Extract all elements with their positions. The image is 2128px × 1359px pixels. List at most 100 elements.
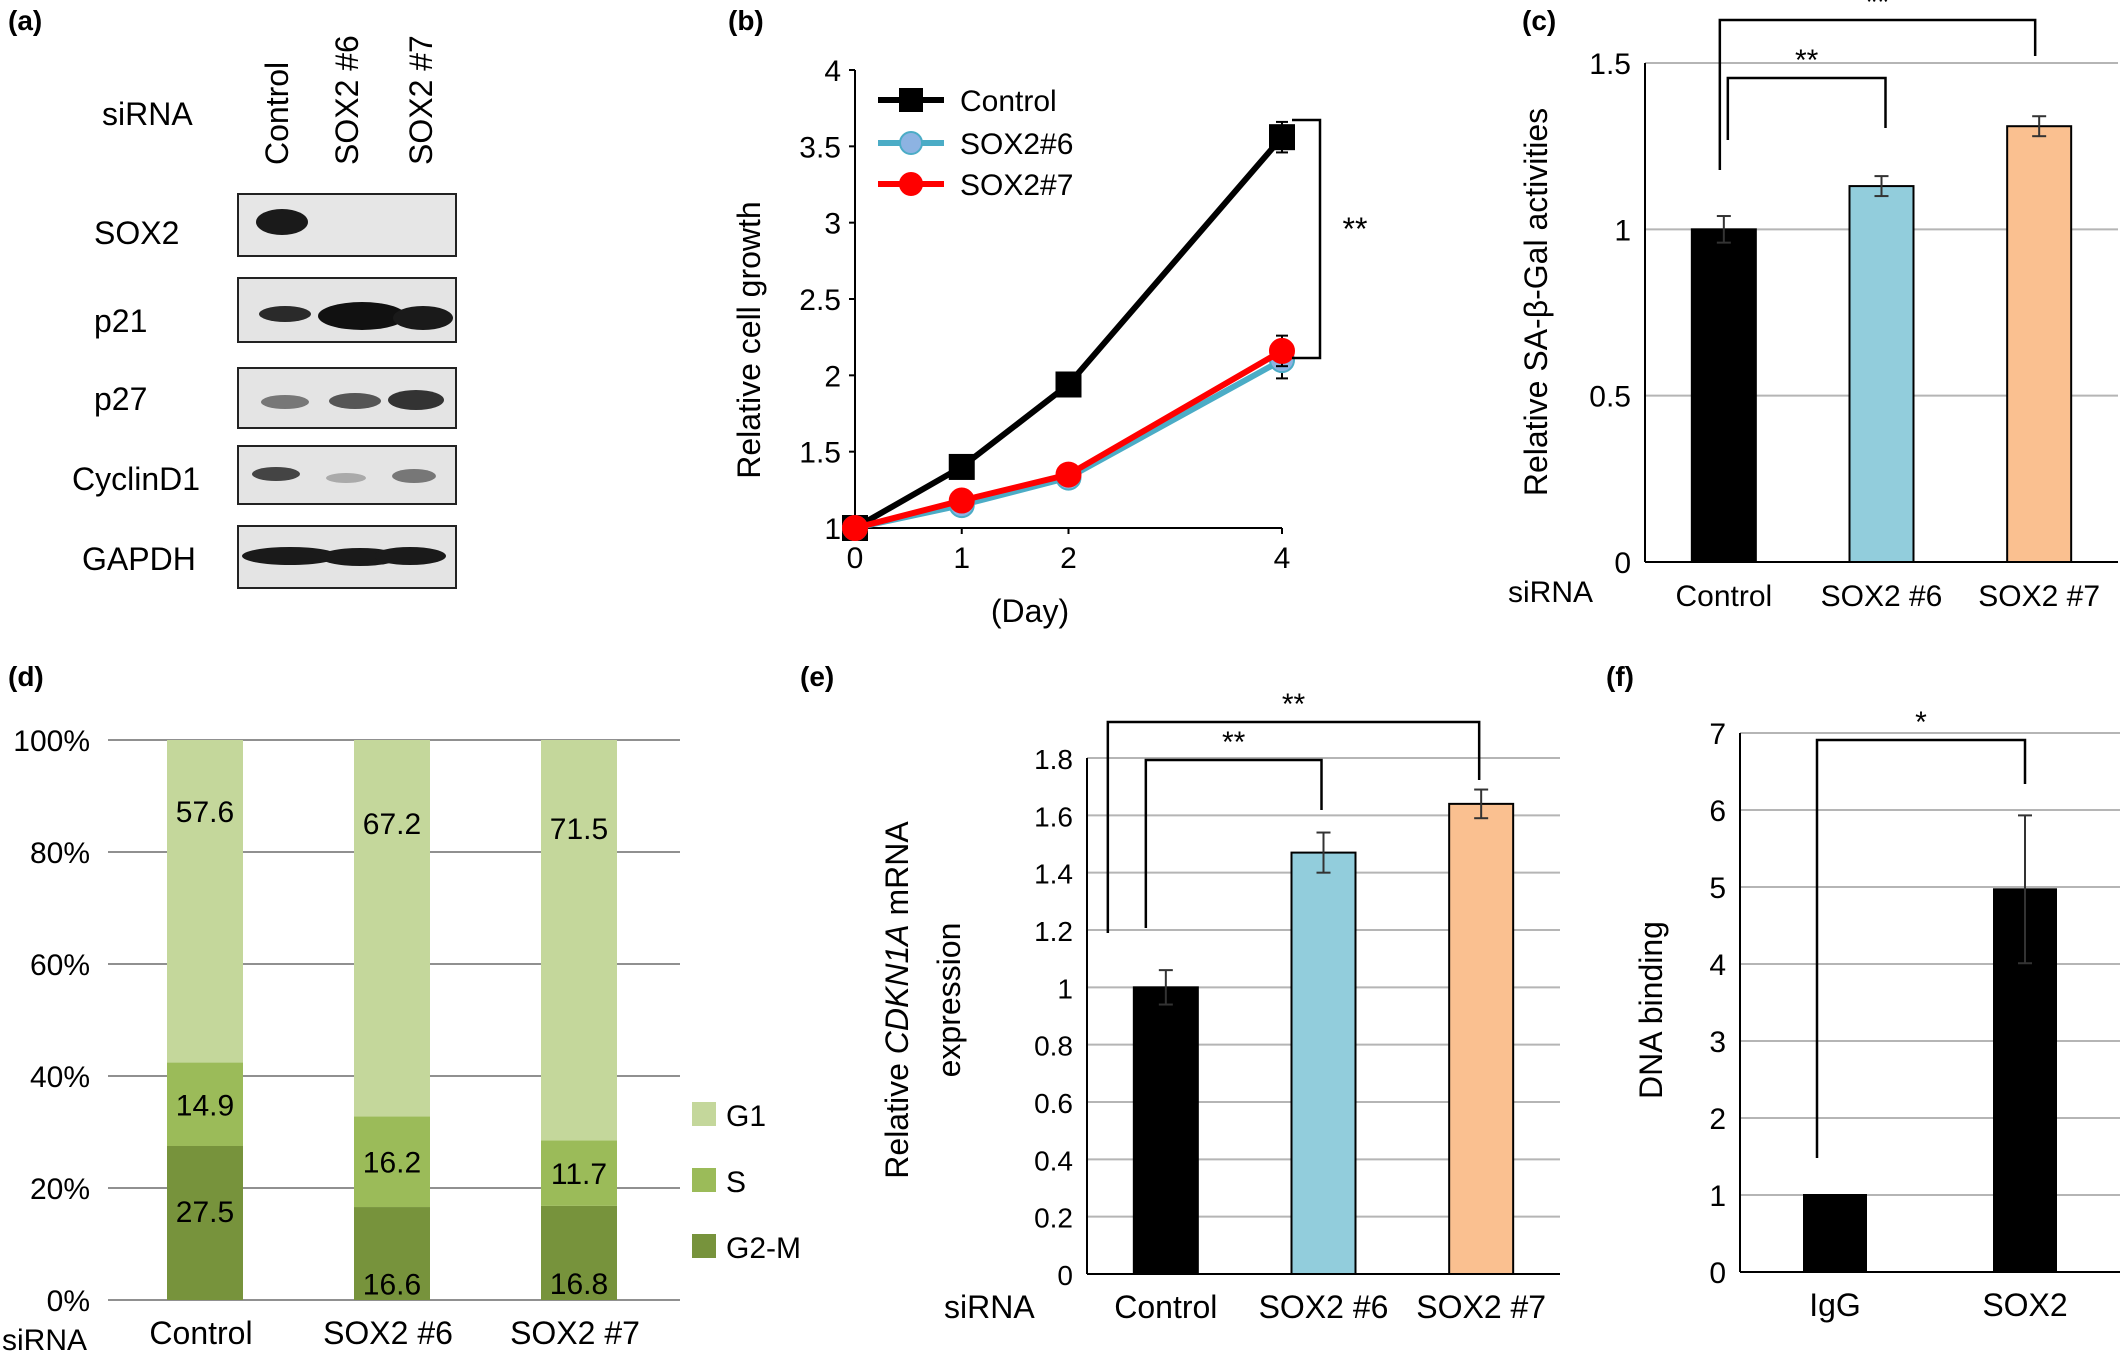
chart-b-y-axis-title: Relative cell growth <box>731 201 767 478</box>
chart-f-y-axis-title: DNA binding <box>1633 921 1669 1099</box>
chart-d-y-tick-label: 100% <box>13 725 90 758</box>
chart-c-bar <box>1690 228 1757 563</box>
chart-d-data-label: 16.8 <box>550 1268 608 1301</box>
chart-e-y-tick-label: 1.8 <box>1034 744 1073 775</box>
chart-b-y-tick-label: 2 <box>824 360 841 393</box>
blot-p27 <box>237 367 457 429</box>
chart-d-bar-segment <box>354 1207 430 1300</box>
chart-b-axes: 11.522.533.540 1 2 4 <box>799 55 1290 575</box>
chart-d-plot: 0% 20% 40% 60% 80% 100% 27.5 14.9 57.6 Control 16.… <box>13 725 801 1351</box>
blot-gapdh <box>237 525 457 589</box>
chart-b-point <box>842 515 868 541</box>
chart-b-legend-label: SOX2#7 <box>960 169 1073 202</box>
chart-e-plot: 0 0.2 0.4 0.6 0.8 1 1.2 1.4 1.6 1.8 Control SOX2 #6… <box>1034 688 1560 1325</box>
chart-e-significance-bracket <box>1144 758 1323 928</box>
chart-e-y-axis-title-line2: expression <box>931 923 967 1078</box>
chart-d-legend-label: G1 <box>726 1100 766 1133</box>
chart-d-bar-segment <box>167 740 243 1063</box>
chart-e-significance-bracket <box>1106 720 1481 933</box>
chart-f-significance-bracket <box>1815 738 2027 1158</box>
chart-d-legend-label: G2-M <box>726 1232 801 1265</box>
chart-e-y-tick-label: 0.6 <box>1034 1088 1073 1119</box>
chart-e-significance-label: ** <box>1222 726 1246 759</box>
chart-b-legend-label: SOX2#6 <box>960 128 1073 161</box>
chart-c-y-tick-label: 1.5 <box>1589 48 1631 81</box>
chart-e-y-tick-label: 1.6 <box>1034 801 1073 832</box>
chart-e-bar <box>1448 802 1515 1275</box>
chart-c-bar <box>2006 125 2073 563</box>
blot-lane-label-control: Control <box>259 62 295 165</box>
chart-e-y-tick-label: 1 <box>1057 973 1073 1004</box>
chart-d-legend-swatch <box>692 1102 716 1126</box>
chart-b-x-axis-title: (Day) <box>991 593 1069 629</box>
chart-b-x-tick-label: 4 <box>1274 542 1291 575</box>
chart-e-y-tick-label: 0 <box>1057 1260 1073 1291</box>
chart-e-bar <box>1290 851 1357 1275</box>
chart-d-data-label: 16.2 <box>363 1147 421 1180</box>
chart-e-y-tick-label: 0.4 <box>1034 1145 1073 1176</box>
blot-label-p27: p27 <box>94 381 147 417</box>
chart-d-legend-swatch <box>692 1168 716 1192</box>
panel-b: (b) Relative cell growth (Day) 1 1.5 2 2.5 3… <box>728 5 1367 629</box>
chart-c-category-label: SOX2 #6 <box>1821 580 1943 613</box>
chart-c-category-label: SOX2 #7 <box>1978 580 2100 613</box>
chart-b-x-tick-label: 2 <box>1060 542 1077 575</box>
chart-c-plot: 0 0.5 1 1.5 Control SOX2 #6 SOX2 #7 ** ** <box>1589 0 2118 613</box>
chart-d-data-label: 67.2 <box>363 808 421 841</box>
chart-d-category-label: SOX2 #6 <box>323 1315 453 1351</box>
chart-b-legend-marker <box>899 88 923 112</box>
chart-b-y-tick-label: 3.5 <box>799 131 841 164</box>
chart-b-y-tick-label: 3 <box>824 208 841 241</box>
chart-b-legend-label: Control <box>960 85 1057 118</box>
chart-f-y-tick-label: 3 <box>1709 1026 1726 1059</box>
chart-e-y-tick-label: 1.4 <box>1034 859 1073 890</box>
chart-d-bar-segment <box>541 1140 617 1206</box>
blot-label-sox2: SOX2 <box>94 215 179 251</box>
chart-b-point <box>1055 461 1082 488</box>
chart-b-series-line <box>854 348 1284 531</box>
chart-c-y-tick-label: 0 <box>1614 547 1631 580</box>
chart-f-category-label: SOX2 <box>1982 1287 2067 1323</box>
chart-d-y-tick-label: 80% <box>30 837 90 870</box>
chart-c-y-tick-label: 1 <box>1614 214 1631 247</box>
chart-d-legend-swatch <box>692 1234 716 1258</box>
chart-f-y-tick-label: 7 <box>1709 718 1726 751</box>
chart-d-data-label: 57.6 <box>176 796 234 829</box>
chart-d-data-label: 71.5 <box>550 813 608 846</box>
chart-f-plot: 0 1 2 3 4 5 6 7 IgG SOX2 * <box>1709 706 2120 1323</box>
chart-d-bar-segment <box>167 1146 243 1300</box>
chart-d-data-label: 14.9 <box>176 1089 234 1122</box>
panel-d: (d) siRNA 0% 20% 40% 60% 80% 100% 27.5 14.9 57.6… <box>2 661 801 1357</box>
chart-f-y-tick-label: 1 <box>1709 1180 1726 1213</box>
chart-d-data-label: 11.7 <box>551 1158 607 1191</box>
chart-d-y-tick-label: 0% <box>47 1285 90 1318</box>
chart-e-y-tick-label: 0.2 <box>1034 1203 1073 1234</box>
chart-b-legend: Control SOX2#6 SOX2#7 <box>878 85 1073 202</box>
chart-d-bar-segment <box>541 740 617 1141</box>
chart-f-y-tick-label: 2 <box>1709 1103 1726 1136</box>
chart-e-significance-label: ** <box>1282 688 1306 721</box>
chart-f-y-tick-label: 0 <box>1709 1257 1726 1290</box>
panel-label-f: (f) <box>1606 661 1634 692</box>
chart-c-bar <box>1848 185 1915 563</box>
chart-b-y-tick-label: 1.5 <box>799 437 841 470</box>
chart-d-legend-label: S <box>726 1166 746 1199</box>
chart-d-bar-segment <box>167 1062 243 1146</box>
chart-b-y-tick-label: 2.5 <box>799 284 841 317</box>
blot-sox2 <box>237 193 457 257</box>
panel-f: (f) DNA binding 0 1 2 3 4 5 6 7 IgG SOX2 * <box>1606 661 2120 1323</box>
chart-c-category-label: Control <box>1675 580 1772 613</box>
chart-c-y-tick-label: 0.5 <box>1589 381 1631 414</box>
chart-d-y-tick-label: 40% <box>30 1061 90 1094</box>
chart-d-bar-segment <box>541 1205 617 1300</box>
chart-d-category-label: SOX2 #7 <box>510 1315 640 1351</box>
blot-label-p21: p21 <box>94 303 147 339</box>
chart-d-row-title: siRNA <box>2 1324 87 1354</box>
chart-b-y-tick-label: 4 <box>824 55 841 88</box>
chart-b-series-line <box>853 135 1285 531</box>
panel-label-e: (e) <box>800 661 834 692</box>
chart-e-category-label: SOX2 #6 <box>1259 1289 1389 1325</box>
chart-d-y-tick-label: 20% <box>30 1173 90 1206</box>
